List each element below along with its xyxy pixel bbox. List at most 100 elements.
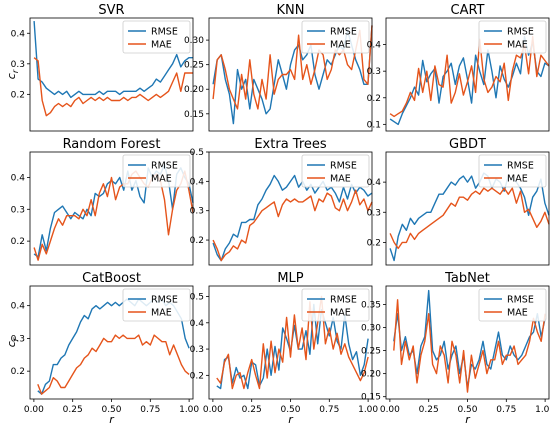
x-axis-label: r <box>288 413 294 426</box>
x-tick-label: 0.00 <box>380 405 400 415</box>
legend: RMSE MAE <box>122 288 191 322</box>
y-tick-label: 0.30 <box>361 324 381 334</box>
legend-label-rmse: RMSE <box>151 161 178 172</box>
x-tick-label: 0.25 <box>242 405 262 415</box>
panel-extra-trees: Extra Trees 0.2 0.3 0.4 0.5 RMSE MAE <box>190 137 373 266</box>
y-tick-label: 0.2 <box>367 94 381 104</box>
legend-box <box>122 20 191 54</box>
legend: RMSE MAE <box>122 154 191 188</box>
axes-frame <box>208 151 373 266</box>
x-tick-label: 1.00 <box>358 405 378 415</box>
panel-title: Extra Trees <box>254 137 327 152</box>
panel-title: MLP <box>277 271 303 286</box>
legend: RMSE MAE <box>301 288 370 322</box>
y-tick-label: 0.15 <box>361 393 381 403</box>
panel-cart: CART 0.1 0.2 0.3 0.4 RMSE MAE <box>367 3 550 132</box>
legend-label-mae: MAE <box>330 40 351 51</box>
y-tick-label: 0.4 <box>11 302 26 312</box>
panel-title: SVR <box>98 3 124 18</box>
x-axis-label: r <box>109 413 115 426</box>
legend-box <box>478 288 547 322</box>
legend-label-rmse: RMSE <box>507 295 534 306</box>
panel-title: KNN <box>277 3 305 18</box>
panel-random-forest: Random Forest 0.2 0.3 0.4 RMSE MAE <box>11 137 194 266</box>
y-tick-label: 0.3 <box>190 345 204 355</box>
y-tick-label: 0.2 <box>190 371 204 381</box>
x-tick-label: 0.50 <box>457 405 477 415</box>
legend-box <box>478 154 547 188</box>
legend-box <box>301 20 370 54</box>
axes-frame <box>385 151 550 266</box>
y-axis-label: cr <box>5 337 20 347</box>
x-tick-label: 0.25 <box>63 405 83 415</box>
series-line-mae <box>33 170 194 261</box>
y-tick-label: 0.3 <box>367 67 381 77</box>
y-tick-label: 0.3 <box>11 334 25 344</box>
y-tick-label: 0.5 <box>190 148 204 158</box>
series-line-mae <box>37 334 190 395</box>
y-tick-label: 0.3 <box>11 60 25 70</box>
series-line-rmse <box>212 174 373 262</box>
x-tick-label: 0.00 <box>203 405 223 415</box>
y-tick-label: 0.25 <box>361 347 381 357</box>
series-line-mae <box>33 57 193 117</box>
y-tick-label: 0.4 <box>367 178 382 188</box>
series-line-mae <box>389 187 550 250</box>
y-tick-label: 0.4 <box>190 177 205 187</box>
legend-label-mae: MAE <box>151 40 172 51</box>
series-line-rmse <box>33 21 193 99</box>
panel-svr: SVR 0.2 0.3 0.4 cr RMSE MAE <box>5 3 194 132</box>
panel-gbdt: GBDT 0.2 0.3 0.4 RMSE MAE <box>367 137 550 266</box>
legend-label-rmse: RMSE <box>330 295 357 306</box>
series-line-mae <box>212 25 373 110</box>
x-tick-label: 0.75 <box>319 405 339 415</box>
x-axis-label: r <box>465 413 471 426</box>
x-tick-label: 1.00 <box>179 405 199 415</box>
y-tick-label: 0.2 <box>367 238 381 248</box>
legend: RMSE MAE <box>122 20 191 54</box>
y-tick-label: 0.2 <box>11 90 25 100</box>
y-tick-label: 0.15 <box>184 110 204 120</box>
legend-box <box>478 20 547 54</box>
y-tick-label: 0.3 <box>367 208 381 218</box>
legend: RMSE MAE <box>301 154 370 188</box>
series-line-mae <box>393 299 546 393</box>
y-tick-label: 0.3 <box>11 205 25 215</box>
x-tick-label: 0.75 <box>496 405 516 415</box>
series-line-rmse <box>389 172 550 262</box>
y-tick-label: 0.4 <box>11 173 26 183</box>
y-tick-label: 0.4 <box>367 41 382 51</box>
panel-title: Random Forest <box>63 137 161 152</box>
series-line-mae <box>216 295 369 390</box>
y-tick-label: 0.30 <box>184 36 204 46</box>
series-line-mae <box>212 189 373 262</box>
y-tick-label: 0.2 <box>11 237 25 247</box>
x-tick-label: 0.75 <box>140 405 160 415</box>
y-tick-label: 0.35 <box>361 300 381 310</box>
legend-label-rmse: RMSE <box>507 27 534 38</box>
legend: RMSE MAE <box>301 20 370 54</box>
panel-knn: KNN 0.15 0.20 0.25 0.30 RMSE MAE <box>184 3 373 132</box>
legend-box <box>301 288 370 322</box>
panel-catboost: CatBoost 0.2 0.3 0.4 0.00 0.25 0.50 0.75 1.00 r cr… <box>5 271 199 426</box>
y-tick-label: 0.4 <box>190 319 205 329</box>
legend-label-rmse: RMSE <box>507 161 534 172</box>
legend-label-mae: MAE <box>151 308 172 319</box>
legend-label-mae: MAE <box>151 174 172 185</box>
x-tick-label: 0.25 <box>419 405 439 415</box>
y-tick-label: 0.20 <box>184 85 204 95</box>
x-tick-label: 0.50 <box>101 405 121 415</box>
legend-label-mae: MAE <box>330 174 351 185</box>
legend: RMSE MAE <box>478 20 547 54</box>
y-tick-label: 0.20 <box>361 370 381 380</box>
y-tick-label: 0.1 <box>367 120 381 130</box>
axes-frame <box>208 17 373 132</box>
panel-mlp: MLP 0.2 0.3 0.4 0.5 0.00 0.25 0.50 0.75 1.00 r RMSE… <box>190 271 379 426</box>
legend-label-mae: MAE <box>507 174 528 185</box>
y-axis-label: cr <box>5 69 20 79</box>
legend-label-rmse: RMSE <box>151 27 178 38</box>
x-tick-label: 0.00 <box>24 405 44 415</box>
legend-label-rmse: RMSE <box>151 295 178 306</box>
y-tick-label: 0.5 <box>190 293 204 303</box>
